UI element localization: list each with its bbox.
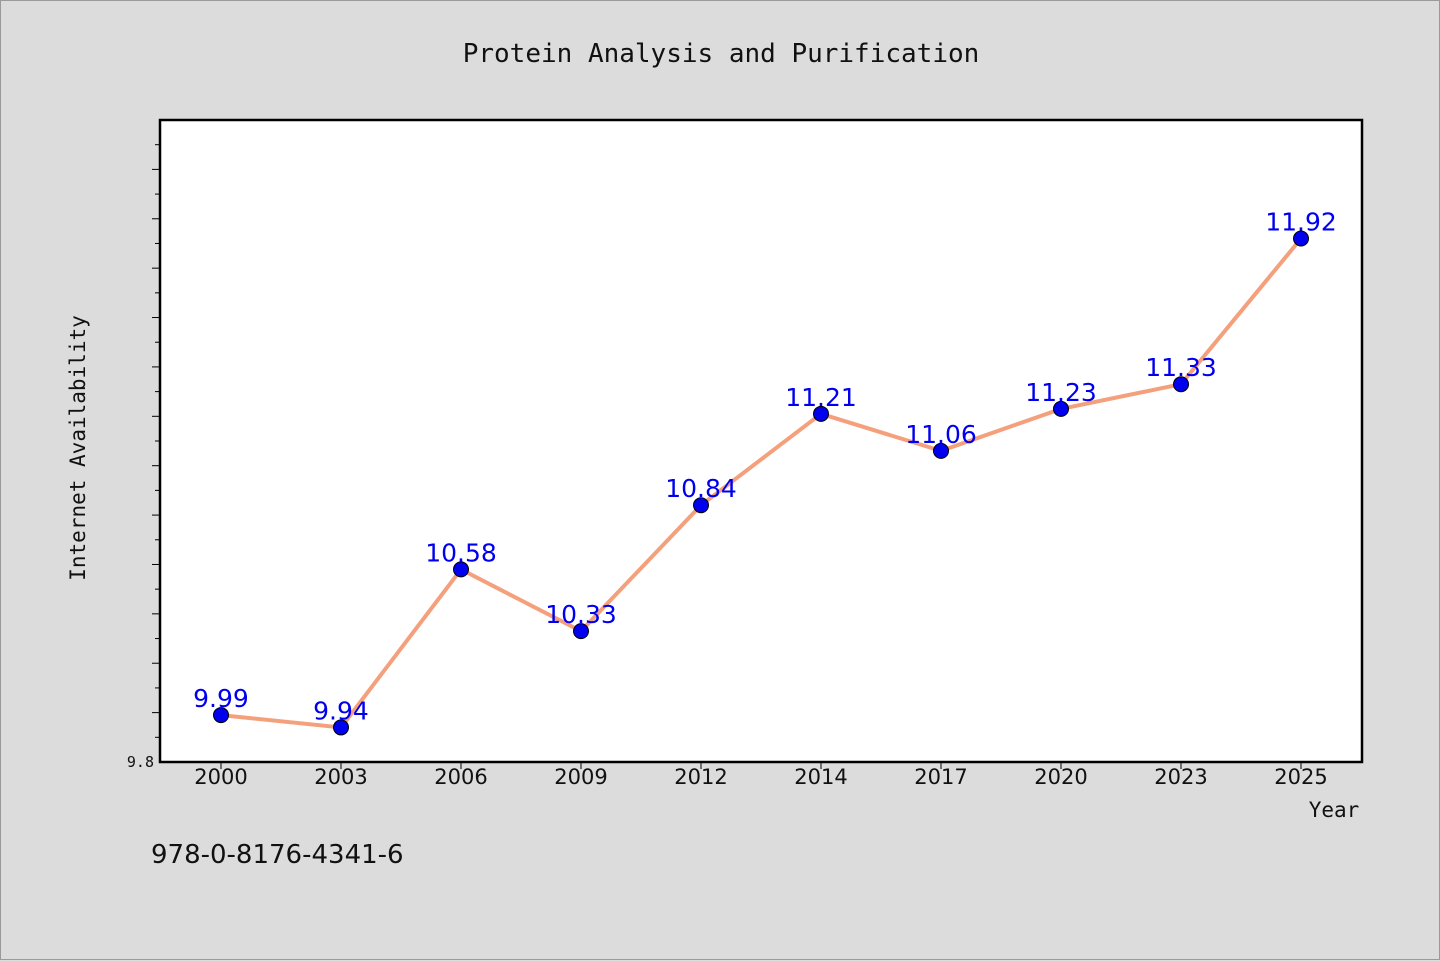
data-label: 10.58 [425,538,497,567]
data-point [573,623,589,640]
series-layer [213,230,1309,736]
data-label: 11.23 [1025,378,1097,407]
data-point [933,442,949,459]
x-tick-label: 2012 [674,765,727,789]
x-tick-label: 2025 [1274,765,1327,789]
y-axis-ticks: 9.8 [127,144,160,771]
isbn-text: 978-0-8176-4341-6 [151,840,404,870]
data-point [1293,230,1309,247]
data-point [333,719,349,736]
series-line [219,236,1303,730]
data-point [1053,400,1069,417]
y-axis-label: Internet Availability [66,315,90,581]
x-tick-label: 2017 [914,765,967,789]
x-tick-label: 2014 [794,765,847,789]
x-axis-label: Year [1309,798,1360,822]
x-tick-label: 2023 [1154,765,1207,789]
data-point [213,707,229,724]
data-labels-layer: 9.99 9.94 10.58 10.33 10.84 11.21 11.06 11.23 11… [193,208,1337,726]
x-tick-label: 2003 [314,765,367,789]
data-label: 11.21 [785,383,857,412]
data-point [453,561,469,578]
data-label: 9.94 [313,696,369,725]
x-tick-label: 2009 [554,765,607,789]
x-tick-label: 2020 [1034,765,1087,789]
data-label: 10.33 [545,600,617,629]
x-tick-label: 2000 [194,765,247,789]
chart-title: Protein Analysis and Purification [463,39,980,69]
data-label: 11.33 [1145,353,1217,382]
y-tick-label: 9.8 [127,753,154,771]
data-point [693,497,709,514]
data-label: 10.84 [665,474,737,503]
data-label: 11.92 [1265,208,1337,237]
x-axis-ticks: 2000 2003 2006 2009 2012 2014 2017 2020 2023 2025 [194,762,1328,789]
data-label: 11.06 [905,420,977,449]
x-tick-label: 2006 [434,765,487,789]
data-point [1173,376,1189,393]
data-label: 9.99 [193,684,249,713]
data-point [813,405,829,422]
plot-area [158,118,1364,764]
